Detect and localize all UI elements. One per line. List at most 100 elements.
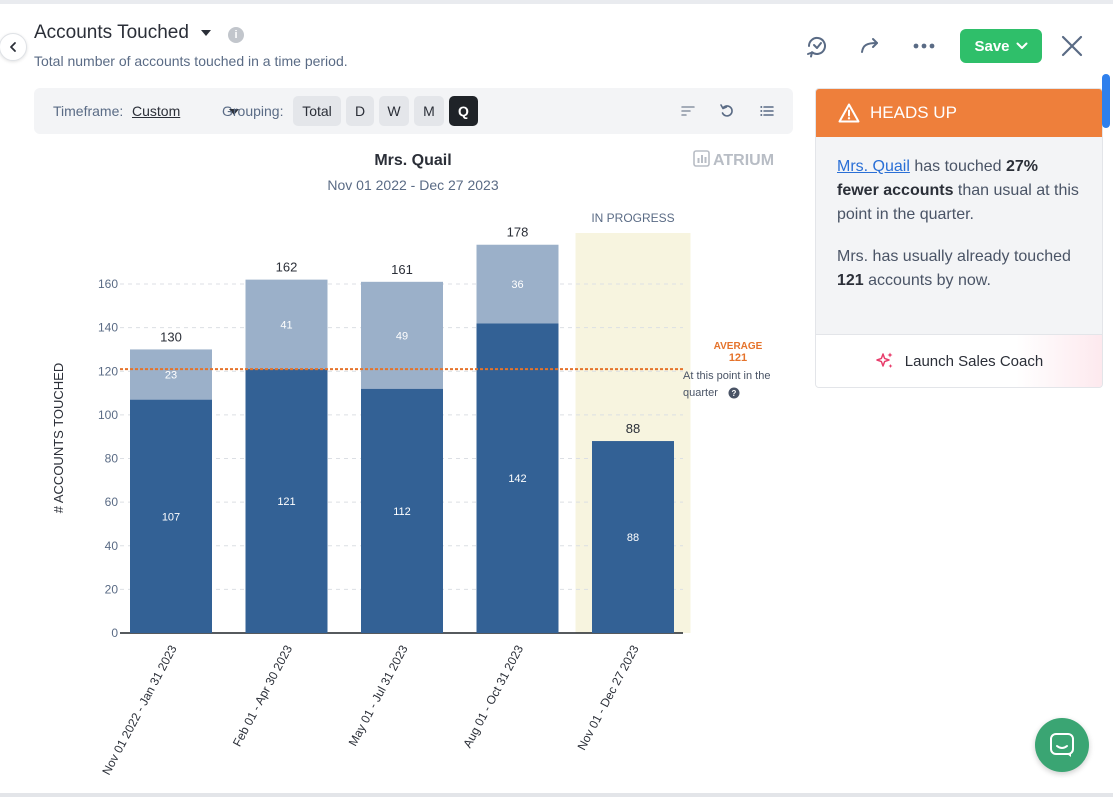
grouping-week-button[interactable]: W xyxy=(379,96,409,126)
more-dots-icon xyxy=(913,43,935,49)
help-icon-glyph: ? xyxy=(732,389,737,398)
help-icon[interactable] xyxy=(728,387,740,399)
grouping-label: Grouping: xyxy=(222,103,284,119)
average-note: quarter xyxy=(683,387,718,399)
undo-icon xyxy=(720,104,733,117)
chat-launcher-button[interactable] xyxy=(1035,718,1089,772)
heads-up-panel: HEADS UP Mrs. Quail has touched 27% fewe… xyxy=(815,88,1103,388)
y-tick-label: 160 xyxy=(98,277,118,291)
info-icon[interactable]: i xyxy=(228,27,244,43)
bar-base[interactable] xyxy=(592,441,674,633)
page-subtitle: Total number of accounts touched in a ti… xyxy=(34,53,348,69)
usual-text: Mrs. has usually already touched xyxy=(837,248,1071,265)
bar-total-label: 178 xyxy=(507,225,529,240)
sales-coach-label: Launch Sales Coach xyxy=(904,352,1044,370)
in-progress-label: IN PROGRESS xyxy=(591,211,674,225)
average-value: 121 xyxy=(729,352,747,364)
heads-up-message: Mrs. Quail has touched 27% fewer account… xyxy=(837,155,1081,227)
usual-highlight: 121 xyxy=(837,272,864,289)
save-label: Save xyxy=(974,37,1010,55)
heads-up-header: HEADS UP xyxy=(816,89,1102,137)
bar-top[interactable] xyxy=(130,349,212,400)
grouping-quarter-button[interactable]: Q xyxy=(449,96,478,126)
atrium-logo: ATRIUM xyxy=(693,150,774,169)
title-caret-icon[interactable] xyxy=(200,30,211,36)
average-label: AVERAGE xyxy=(714,341,763,352)
grouping-month-button[interactable]: M xyxy=(414,96,444,126)
bar-top[interactable] xyxy=(361,281,443,389)
chart-toolbar: Timeframe: Custom Grouping: xyxy=(34,88,793,134)
list-view-button[interactable] xyxy=(758,102,776,120)
heads-up-body: Mrs. Quail has touched 27% fewer account… xyxy=(816,137,1102,293)
bar-base[interactable] xyxy=(130,399,212,633)
bar-base-value: 88 xyxy=(627,532,639,544)
chevron-down-icon xyxy=(1016,42,1028,49)
bar-top-value: 41 xyxy=(280,319,292,331)
message-text: than usual at this point in the quarter. xyxy=(837,182,1079,223)
bar-top[interactable] xyxy=(476,244,559,324)
heads-up-usual: Mrs. has usually already touched 121 acc… xyxy=(837,245,1081,293)
more-options-button[interactable] xyxy=(909,31,939,61)
bar-total-label: 161 xyxy=(391,262,413,277)
save-button[interactable]: Save xyxy=(960,29,1042,63)
y-tick-label: 80 xyxy=(105,452,119,466)
bar-base[interactable] xyxy=(361,388,443,633)
reset-button[interactable] xyxy=(718,102,736,120)
window-top-border xyxy=(0,0,1113,4)
bar-base-value: 142 xyxy=(508,473,526,485)
bar-total-label: 162 xyxy=(276,260,298,275)
bar-base[interactable] xyxy=(476,323,559,633)
y-tick-label: 140 xyxy=(98,321,118,335)
grouping-total-button[interactable]: Total xyxy=(293,96,341,126)
timeframe-label: Timeframe: xyxy=(53,103,124,119)
y-tick-label: 20 xyxy=(105,582,119,596)
sort-icon xyxy=(681,106,695,116)
message-highlight: 27% fewer accounts xyxy=(837,158,1039,199)
scrollbar-thumb[interactable] xyxy=(1102,74,1110,128)
bar-base-value: 107 xyxy=(162,511,180,523)
close-icon xyxy=(1061,35,1083,57)
y-tick-label: 120 xyxy=(98,364,118,378)
bar-total-label: 88 xyxy=(626,421,640,436)
y-tick-label: 60 xyxy=(105,495,119,509)
x-tick-label: Nov 01 2022 - Jan 31 2023 xyxy=(99,643,179,778)
share-button[interactable] xyxy=(855,31,885,61)
y-axis-label: # ACCOUNTS TOUCHED xyxy=(51,363,66,514)
timeframe-select[interactable]: Custom xyxy=(132,103,181,119)
bar-top-value: 49 xyxy=(396,330,408,342)
close-button[interactable] xyxy=(1057,31,1087,61)
x-tick-label: Nov 01 - Dec 27 2023 xyxy=(574,643,641,753)
y-tick-label: 100 xyxy=(98,408,118,422)
report-title-dropdown[interactable]: Accounts Touched xyxy=(34,22,211,44)
x-tick-label: May 01 - Jul 31 2023 xyxy=(346,643,411,749)
usual-text: accounts by now. xyxy=(863,272,991,289)
chat-icon xyxy=(1050,733,1074,757)
x-tick-label: Aug 01 - Oct 31 2023 xyxy=(460,643,526,751)
sort-button[interactable] xyxy=(679,102,697,120)
grouping-day-button[interactable]: D xyxy=(346,96,374,126)
back-button[interactable] xyxy=(0,33,27,61)
average-note: At this point in the xyxy=(683,370,770,382)
timeframe-caret-icon[interactable] xyxy=(229,109,239,115)
rep-name-link[interactable]: Mrs. Quail xyxy=(837,158,910,175)
bar-base[interactable] xyxy=(245,369,328,633)
warning-icon xyxy=(838,103,860,123)
y-tick-label: 40 xyxy=(105,539,119,553)
message-text: has touched xyxy=(909,158,1006,175)
heads-up-title: HEADS UP xyxy=(870,103,957,122)
sync-button[interactable] xyxy=(802,31,832,61)
sync-icon xyxy=(807,37,826,58)
chart-title: Mrs. Quail xyxy=(374,152,451,169)
bar-top[interactable] xyxy=(245,279,328,370)
share-arrow-icon xyxy=(861,38,878,53)
accounts-touched-chart: Mrs. Quail Nov 01 2022 - Dec 27 2023 ATR… xyxy=(51,150,774,778)
sparkle-icon xyxy=(876,352,893,368)
bar-base-value: 112 xyxy=(393,506,411,518)
page-title: Accounts Touched xyxy=(34,22,189,43)
back-chevron-icon xyxy=(10,42,16,52)
chart-date-range: Nov 01 2022 - Dec 27 2023 xyxy=(327,177,498,193)
window-bottom-border xyxy=(0,793,1113,797)
bar-top-value: 36 xyxy=(511,279,523,291)
launch-sales-coach-button[interactable]: Launch Sales Coach xyxy=(816,334,1102,387)
y-tick-label: 0 xyxy=(111,626,118,640)
